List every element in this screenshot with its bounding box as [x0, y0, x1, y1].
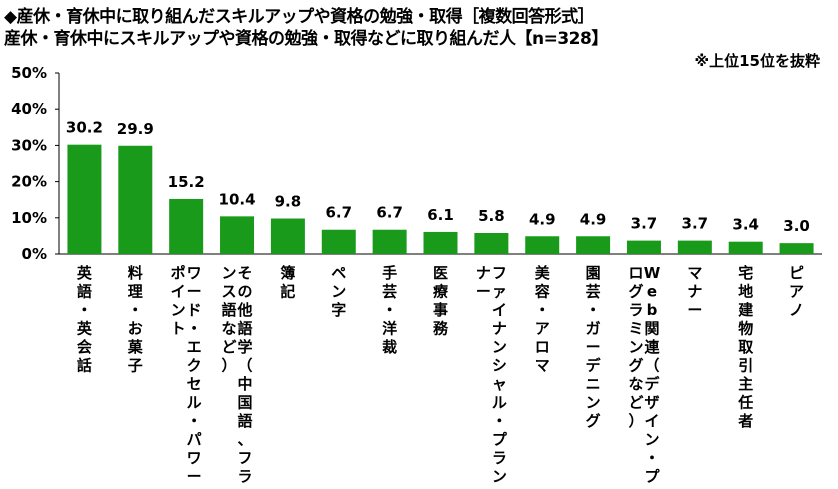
- bar: [576, 236, 611, 254]
- bar-value-label: 15.2: [168, 173, 205, 191]
- bar: [728, 241, 763, 254]
- chart-note: ※上位15位を抜粋: [694, 52, 820, 70]
- bar: [423, 231, 458, 254]
- category-label: 美容・アロマ: [534, 264, 551, 375]
- bar-value-label: 6.7: [325, 204, 352, 222]
- bar-value-label: 3.0: [783, 217, 810, 235]
- bar: [220, 216, 255, 254]
- bar: [626, 240, 661, 254]
- y-tick-label: 10%: [11, 209, 47, 227]
- chart-subtitle: 産休・育休中にスキルアップや資格の勉強・取得などに取り組んだ人【n=328】: [4, 29, 608, 49]
- y-tick-label: 50%: [11, 64, 47, 82]
- bar: [169, 198, 204, 254]
- y-tick-label: 20%: [11, 173, 47, 191]
- bar-value-label: 6.1: [427, 206, 454, 224]
- bar: [372, 229, 407, 254]
- bar: [525, 236, 560, 254]
- category-label: ピアノ: [789, 264, 804, 319]
- bar-value-label: 4.9: [580, 210, 607, 228]
- y-tick-label: 0%: [22, 245, 47, 263]
- chart-title: ◆産休・育休中に取り組んだスキルアップや資格の勉強・取得［複数回答形式］: [4, 7, 595, 27]
- bar: [474, 233, 509, 254]
- category-label: 簿記: [280, 264, 295, 301]
- bar: [67, 144, 102, 254]
- bar-value-label: 4.9: [529, 210, 556, 228]
- bar-value-label: 3.7: [682, 215, 709, 233]
- bar-value-label: 3.7: [631, 215, 658, 233]
- y-tick-label: 30%: [11, 136, 47, 154]
- bar-value-label: 29.9: [117, 120, 154, 138]
- category-label: 料理・お菓子: [127, 264, 144, 375]
- bar: [779, 243, 814, 254]
- category-label: 手芸・洋裁: [382, 264, 397, 356]
- bar-value-label: 3.4: [732, 216, 759, 234]
- bar: [321, 229, 356, 254]
- category-label: 宅地建物取引主任者: [737, 264, 754, 430]
- bar-value-label: 5.8: [478, 207, 505, 225]
- bar-value-label: 9.8: [275, 193, 302, 211]
- bar: [270, 218, 305, 254]
- category-label: その他語学（中国語、フランス語など）: [222, 264, 253, 486]
- bar-value-label: 6.7: [376, 204, 403, 222]
- bar: [677, 240, 712, 254]
- category-label: ワード・エクセル・パワーポイント: [171, 264, 202, 486]
- category-label: 英語・英会話: [77, 264, 93, 375]
- bar-value-label: 10.4: [219, 190, 256, 208]
- bar-value-label: 30.2: [66, 119, 103, 137]
- category-label: マナー: [687, 264, 702, 319]
- y-tick-label: 40%: [11, 100, 47, 118]
- bar: [118, 145, 153, 254]
- category-label: 園芸・ガーデニング: [586, 264, 602, 430]
- category-label: ファイナンシャル・プランナー: [476, 264, 508, 486]
- category-label: 医療事務: [433, 264, 449, 338]
- category-label: ペン字: [331, 264, 346, 319]
